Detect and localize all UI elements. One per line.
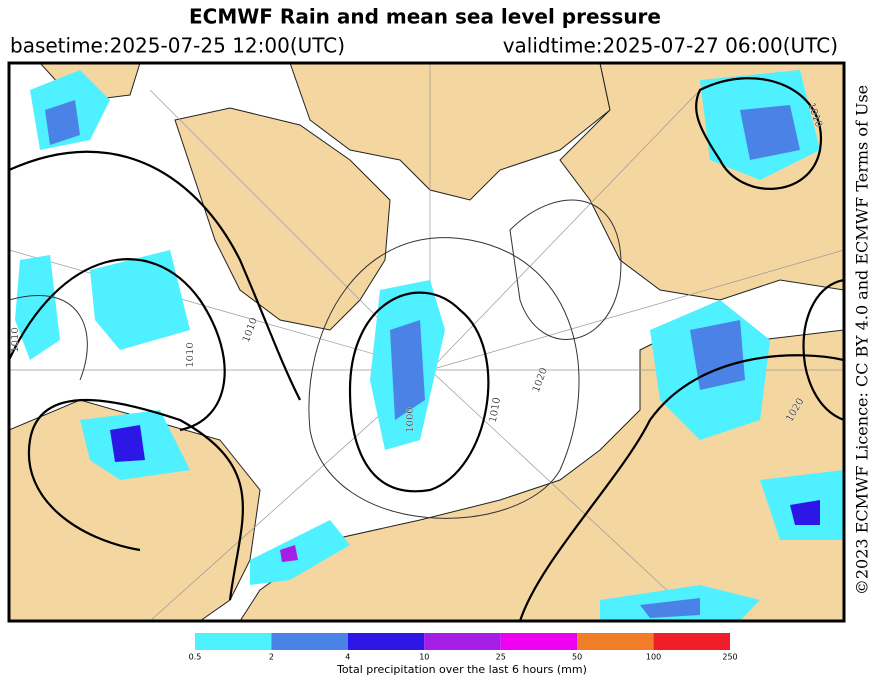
colorbar-segment (271, 633, 348, 650)
licence: ©2023 ECMWF Licence: CC BY 4.0 and ECMWF… (853, 85, 870, 595)
colorbar-segment (195, 633, 272, 650)
colorbar-tick-label: 250 (722, 653, 737, 662)
isobar-label: 1010 (488, 397, 503, 424)
isobar-label: 1010 (10, 327, 21, 352)
colorbar-tick-label: 50 (572, 653, 582, 662)
colorbar-segment (653, 633, 730, 650)
validtime: validtime:2025-07-27 06:00(UTC) (503, 34, 838, 58)
colorbar-tick-label: 10 (419, 653, 429, 662)
isobar-label: 1010 (185, 342, 196, 367)
colorbar-tick-label: 25 (496, 653, 506, 662)
colorbar-label: Total precipitation over the last 6 hour… (336, 663, 587, 676)
colorbar-segment (424, 633, 501, 650)
title: ECMWF Rain and mean sea level pressure (189, 5, 661, 29)
colorbar-tick-label: 4 (345, 653, 350, 662)
colorbar-tick-label: 2 (269, 653, 274, 662)
colorbar-tick-label: 100 (646, 653, 661, 662)
colorbar-segment (577, 633, 654, 650)
isobar-label: 1000 (405, 407, 416, 432)
basetime: basetime:2025-07-25 12:00(UTC) (10, 34, 345, 58)
colorbar: 0.5 2 4 10 25 50 100 250 (189, 633, 738, 662)
colorbar-tick-label: 0.5 (189, 653, 202, 662)
map (7, 61, 846, 623)
colorbar-segment (500, 633, 578, 650)
colorbar-segment (347, 633, 425, 650)
